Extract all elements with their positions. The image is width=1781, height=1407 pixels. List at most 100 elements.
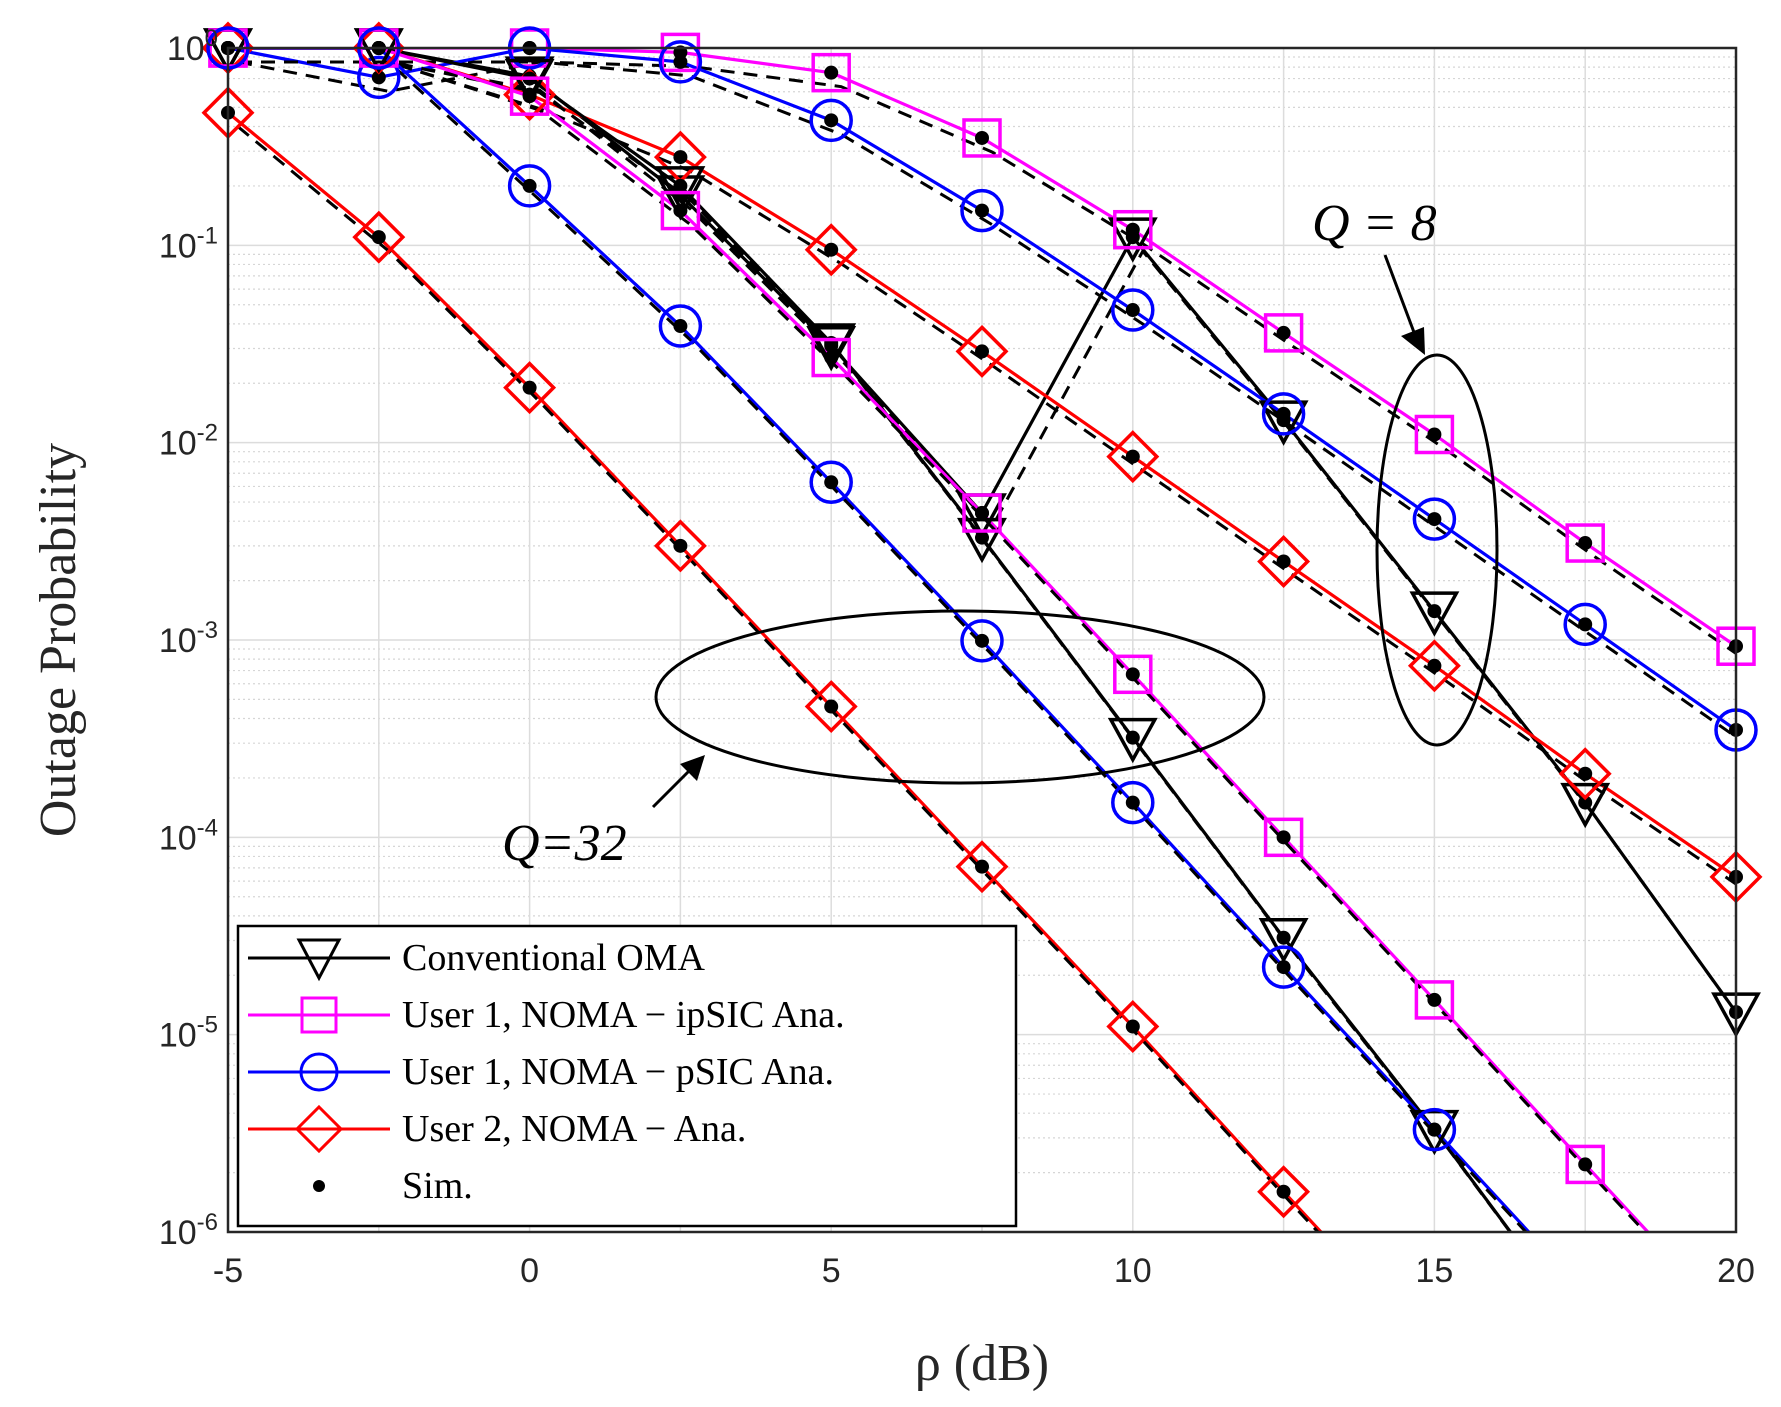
sim-dot [1125,303,1140,318]
y-tick-label: 10-5 [159,1012,218,1055]
sim-dot [824,350,839,365]
sim-dot [824,113,839,128]
x-tick-label: 0 [520,1252,539,1290]
sim-dot [975,859,989,874]
q32-arrow-line [651,768,692,809]
sim-dot [975,130,989,145]
legend-item-user2: User 2, NOMA − Ana. [248,1104,746,1154]
sim-dot [1276,960,1291,975]
series-marker [1107,217,1158,263]
series-marker [1257,1165,1311,1219]
series-marker [504,58,555,105]
series-marker [1113,209,1153,250]
series-marker [1412,497,1457,541]
plot-frame [226,46,1738,1234]
q8-label: Q = 8 [1312,195,1437,252]
y-tick-label: 10-6 [159,1209,218,1252]
sim-dot [1276,325,1291,340]
legend-item-user1-psic: User 1, NOMA − pSIC Ana. [248,1051,834,1093]
sim-dot [1427,427,1442,442]
sim-dot [371,70,386,85]
series-marker [1414,414,1455,455]
q8-ellipse [1375,353,1499,747]
sim-dot [1125,1019,1140,1034]
q8-arrow-head [1401,327,1425,355]
sim-dot [1427,604,1442,619]
sim-dot [1125,667,1140,682]
sim-dot [673,203,688,218]
x-tick-label: -5 [213,1252,243,1290]
sim-dot [371,230,386,245]
sim-dot [1276,830,1291,845]
sim-dot [1578,536,1593,551]
asymptote-line [238,60,1736,656]
series-marker [1106,430,1160,484]
series-marker [1258,917,1309,964]
q32-arrow-head [680,755,705,781]
q8-arrow-line [1383,254,1417,336]
series-marker [962,493,1002,533]
sim-dot [1427,658,1442,673]
series-marker [811,52,851,93]
y-axis-label: Outage Probability [30,443,87,837]
legend-item-user1-ipsic: User 1, NOMA − ipSIC Ana. [248,994,845,1036]
triangle-marker-icon [296,938,342,982]
sim-dot [824,242,839,257]
sim-dot [1276,554,1291,569]
series-marker [962,118,1002,158]
series-marker [811,337,851,378]
legend-item-conventional-oma: Conventional OMA [248,937,705,982]
series-marker [955,840,1009,894]
sim-dot [975,633,989,648]
svg-text:Conventional OMA: Conventional OMA [402,937,705,979]
sim-dot [975,344,989,359]
asymptote-line [237,125,1321,1232]
q32-ellipse [654,609,1266,785]
series-marker [1261,945,1306,989]
series-marker [804,680,858,734]
series-marker [1106,1000,1160,1053]
series-marker [655,166,706,212]
y-tick-label: 10-3 [159,617,218,660]
series-line [228,48,1531,1232]
sim-dot [1427,1122,1442,1137]
svg-text:Sim.: Sim. [402,1165,473,1207]
x-tick-label: 10 [1114,1252,1152,1290]
y-tick-label: 10-1 [159,222,218,265]
svg-text:User 2, NOMA − Ana.: User 2, NOMA − Ana. [402,1108,746,1150]
y-tick-label: 10-4 [159,814,218,857]
series-marker [1412,1107,1457,1152]
circle-marker-icon [299,1052,339,1092]
sim-dot [673,319,688,334]
dot-marker-icon [313,1180,325,1192]
series-marker [960,619,1004,663]
series-marker [806,323,857,369]
asymptote-line [238,60,1528,1232]
series-marker [1565,523,1605,563]
x-tick-label: 20 [1717,1252,1755,1290]
series-marker [653,519,707,573]
svg-text:User 1, NOMA − ipSIC Ana.: User 1, NOMA − ipSIC Ana. [402,994,845,1036]
sim-dot [1125,730,1140,745]
sim-dot [673,150,688,165]
y-tick-labels: 100 10-1 10-2 10-3 10-4 10-5 10-6 [159,25,218,1252]
legend-item-sim: Sim. [313,1165,473,1207]
series-marker [1414,980,1455,1020]
series-marker [509,76,550,116]
sim-dot [522,380,537,395]
series-marker [1409,591,1460,637]
series-marker [503,361,557,415]
sim-dot [1276,1184,1291,1199]
series-marker [1560,782,1611,829]
series-marker [1563,602,1607,647]
sim-dot [673,538,688,553]
q32-label: Q=32 [502,815,627,872]
asymptote-line [238,60,1647,1232]
series-marker [804,223,858,277]
sim-dot [824,699,839,714]
sim-dot [1125,795,1140,810]
series-marker [1261,392,1306,436]
sim-dot [1276,930,1291,945]
sim-dot [1578,1157,1593,1172]
